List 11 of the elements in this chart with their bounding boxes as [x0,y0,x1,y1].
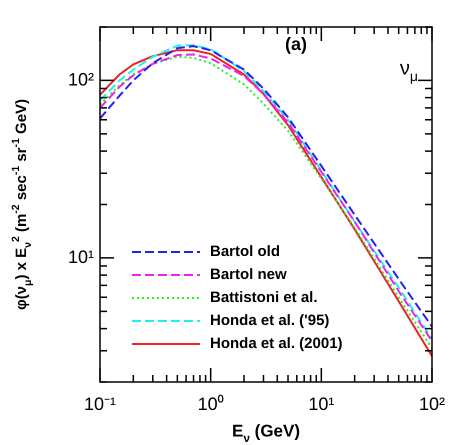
legend-label: Bartol new [210,266,288,284]
x-tick-label: 10² [418,394,446,414]
x-tick-label: 10¹ [308,394,334,414]
legend-label: Battistoni et al. [210,289,318,306]
x-tick-label: 10⁻¹ [84,394,116,414]
text: φ(νμ) x Eν2 (m-2 sec-1 sr-1 GeV) [10,98,34,310]
legend-label: Honda et al. (2001) [210,335,343,352]
legend-label: Honda et al. ('95) [210,312,330,330]
legend-label: Bartol old [210,243,280,260]
annotation: (a) [285,34,308,54]
x-tick-label: 10⁰ [198,394,224,414]
